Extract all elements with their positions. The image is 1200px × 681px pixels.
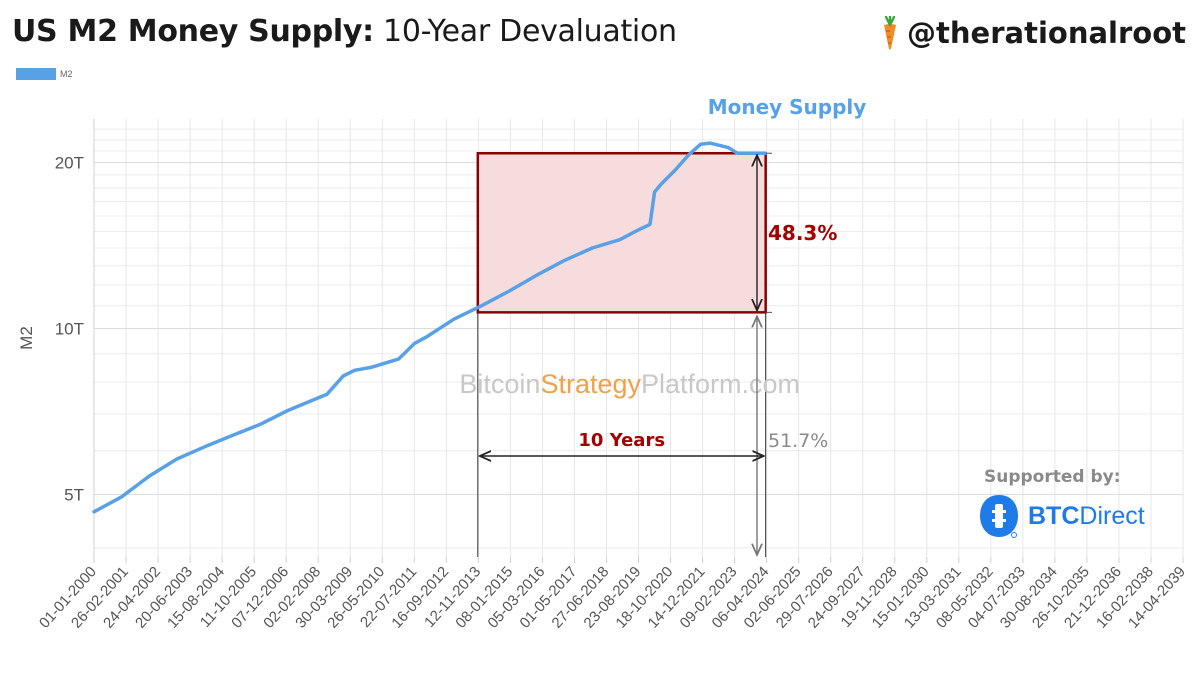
title-main: US M2 Money Supply:	[12, 14, 374, 49]
chart-title: US M2 Money Supply: 10-Year Devaluation	[12, 14, 677, 49]
devaluation-label: 51.7%	[768, 430, 828, 452]
legend[interactable]: M2	[16, 68, 73, 80]
legend-label: M2	[60, 69, 73, 79]
legend-swatch	[16, 68, 56, 80]
author-handle: @therationalroot	[879, 16, 1186, 50]
brand-bold: BTC	[1028, 501, 1080, 530]
btcdirect-icon	[980, 495, 1018, 538]
y-tick-label: 10T	[55, 320, 84, 339]
ten-year-box	[476, 152, 767, 314]
btcdirect-logo: BTCDirect	[978, 493, 1145, 539]
span-label: 10 Years	[578, 430, 665, 451]
y-tick-label: 20T	[55, 154, 84, 173]
series-annotation: Money Supply	[708, 95, 867, 119]
carrot-icon	[884, 16, 897, 50]
y-axis-title: M2	[17, 326, 36, 350]
handle-text: @therationalroot	[907, 16, 1186, 50]
title-rest: 10-Year Devaluation	[373, 14, 677, 49]
brand-rest: Direct	[1079, 501, 1145, 530]
m2-line	[92, 141, 768, 514]
increase-label: 48.3%	[768, 221, 837, 245]
sponsor-label: Supported by:	[984, 467, 1121, 487]
btcdirect-text: BTCDirect	[1028, 502, 1145, 531]
y-tick-label: 5T	[64, 485, 84, 504]
watermark: BitcoinStrategyPlatform.com	[459, 369, 800, 399]
